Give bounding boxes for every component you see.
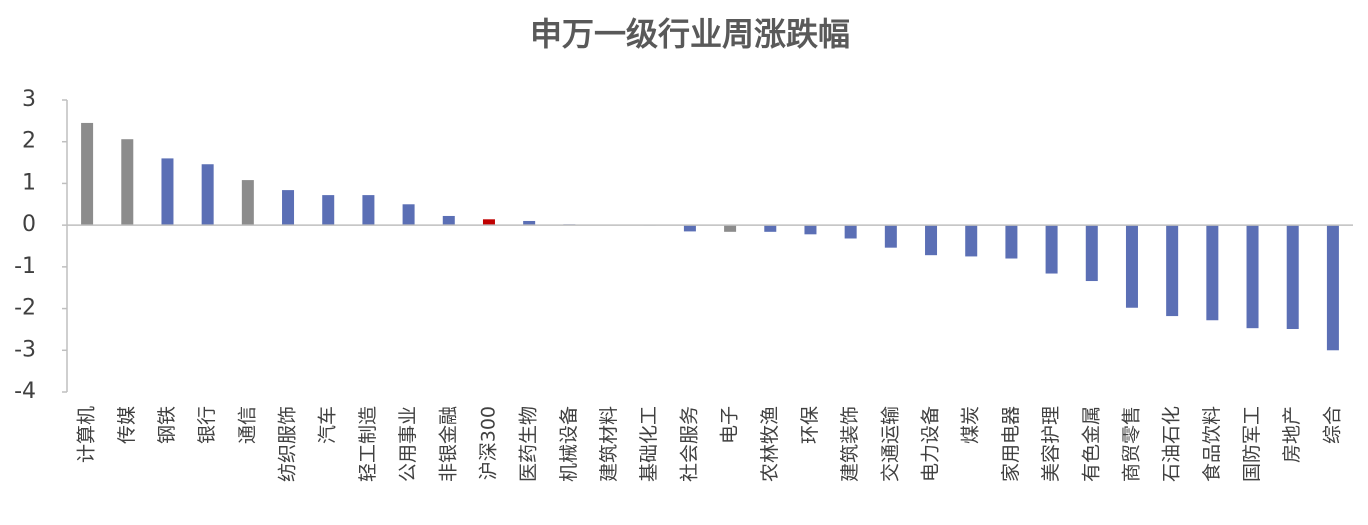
bar bbox=[81, 122, 94, 226]
y-tick-label: -1 bbox=[14, 254, 36, 279]
bar bbox=[1326, 225, 1339, 351]
x-tick-label: 纺织服饰 bbox=[277, 406, 299, 482]
x-tick-label: 煤炭 bbox=[960, 406, 982, 444]
bar bbox=[1166, 225, 1179, 317]
bar bbox=[121, 139, 134, 226]
bar bbox=[925, 225, 938, 256]
chart-title: 申万一级行业周涨跌幅 bbox=[530, 15, 850, 53]
x-tick-label: 社会服务 bbox=[678, 406, 700, 482]
y-tick-label: 2 bbox=[22, 129, 36, 154]
x-tick-label: 建筑材料 bbox=[598, 406, 620, 482]
x-tick-label: 建筑装饰 bbox=[839, 406, 861, 482]
x-tick-label: 汽车 bbox=[317, 406, 339, 444]
bar bbox=[201, 164, 214, 226]
x-tick-label: 电子 bbox=[719, 406, 741, 444]
x-tick-label: 传媒 bbox=[116, 406, 138, 444]
bar bbox=[1125, 225, 1138, 308]
x-tick-label: 食品饮料 bbox=[1201, 406, 1223, 482]
bar bbox=[764, 225, 777, 232]
y-tick-label: -2 bbox=[14, 296, 36, 321]
x-tick-label: 农林牧渔 bbox=[759, 406, 781, 482]
y-tick-label: 3 bbox=[22, 87, 36, 112]
x-tick-label: 公用事业 bbox=[397, 406, 419, 482]
bar bbox=[282, 190, 295, 226]
x-tick-label: 交通运输 bbox=[879, 406, 901, 482]
bar bbox=[402, 204, 415, 226]
bar bbox=[804, 225, 817, 235]
x-tick-label: 综合 bbox=[1321, 406, 1343, 444]
bar bbox=[1206, 225, 1219, 321]
x-tick-label: 通信 bbox=[236, 406, 258, 444]
bar bbox=[322, 195, 335, 226]
bar bbox=[482, 219, 495, 226]
x-tick-label: 电力设备 bbox=[920, 406, 942, 482]
bar bbox=[1045, 225, 1058, 274]
x-tick-label: 家用电器 bbox=[1000, 406, 1022, 482]
x-tick-label: 计算机 bbox=[76, 406, 98, 463]
x-tick-label: 有色金属 bbox=[1080, 406, 1102, 482]
bar bbox=[1246, 225, 1259, 329]
x-tick-label: 沪深300 bbox=[477, 406, 499, 480]
bar bbox=[844, 225, 857, 239]
y-tick-label: -4 bbox=[14, 379, 36, 404]
x-tick-label: 医药生物 bbox=[518, 406, 540, 482]
bar bbox=[724, 225, 737, 232]
x-tick-label: 国防军工 bbox=[1241, 406, 1263, 482]
y-tick-label: 1 bbox=[22, 170, 36, 195]
bar bbox=[1085, 225, 1098, 282]
x-tick-label: 石油石化 bbox=[1161, 406, 1183, 482]
bar bbox=[683, 225, 696, 232]
bar bbox=[884, 225, 897, 248]
bar bbox=[362, 195, 375, 226]
x-tick-label: 机械设备 bbox=[558, 406, 580, 482]
bar bbox=[442, 215, 455, 226]
x-tick-label: 美容护理 bbox=[1040, 406, 1062, 482]
bar bbox=[241, 180, 254, 226]
x-tick-label: 房地产 bbox=[1281, 406, 1303, 463]
x-tick-label: 轻工制造 bbox=[357, 406, 379, 482]
bar bbox=[161, 158, 174, 226]
bar bbox=[523, 220, 536, 226]
x-tick-label: 环保 bbox=[799, 406, 821, 444]
y-tick-label: -3 bbox=[14, 337, 36, 362]
x-tick-label: 基础化工 bbox=[638, 406, 660, 482]
y-tick-label: 0 bbox=[22, 212, 36, 237]
x-tick-label: 银行 bbox=[196, 406, 218, 444]
bar bbox=[1286, 225, 1299, 330]
x-tick-label: 钢铁 bbox=[156, 406, 178, 444]
bar bbox=[1005, 225, 1018, 259]
x-tick-label: 商贸零售 bbox=[1120, 406, 1142, 482]
bar bbox=[965, 225, 978, 257]
x-tick-label: 非银金融 bbox=[437, 406, 459, 482]
